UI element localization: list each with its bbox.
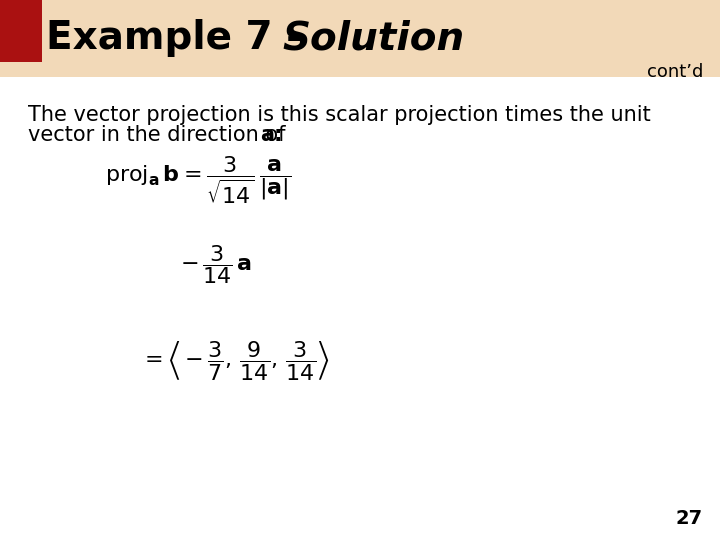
FancyBboxPatch shape — [0, 0, 720, 77]
Text: a:: a: — [260, 125, 282, 145]
Text: Example 7 –: Example 7 – — [46, 19, 319, 57]
Text: cont’d: cont’d — [647, 63, 703, 81]
Text: Solution: Solution — [282, 19, 464, 57]
Text: $\mathrm{proj}_{\mathbf{a}}\, \mathbf{b} = \dfrac{3}{\sqrt{14}}\, \dfrac{\mathbf: $\mathrm{proj}_{\mathbf{a}}\, \mathbf{b}… — [105, 154, 292, 206]
Text: vector in the direction of: vector in the direction of — [28, 125, 292, 145]
FancyBboxPatch shape — [0, 0, 42, 62]
Text: The vector projection is this scalar projection times the unit: The vector projection is this scalar pro… — [28, 105, 651, 125]
Text: $= \left\langle -\dfrac{3}{7},\, \dfrac{9}{14},\, \dfrac{3}{14} \right\rangle$: $= \left\langle -\dfrac{3}{7},\, \dfrac{… — [140, 339, 330, 381]
Text: 27: 27 — [676, 509, 703, 528]
Text: $-\,\dfrac{3}{14}\,\mathbf{a}$: $-\,\dfrac{3}{14}\,\mathbf{a}$ — [180, 244, 252, 287]
